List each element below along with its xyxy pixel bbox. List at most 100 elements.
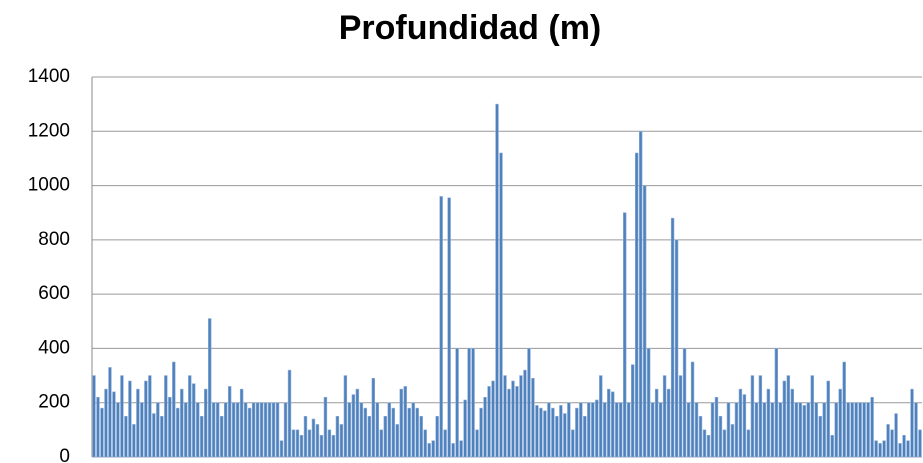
bar [239, 388, 244, 458]
bar [275, 402, 280, 458]
bar [551, 407, 555, 458]
bar [180, 388, 184, 458]
bar [219, 415, 224, 458]
bar [706, 434, 711, 458]
bar [798, 402, 802, 458]
bar [227, 386, 232, 458]
bar [359, 402, 364, 458]
bar [499, 152, 503, 458]
bar [631, 364, 635, 458]
bar [363, 407, 368, 458]
bar [343, 375, 348, 458]
bar [379, 429, 383, 458]
bar [599, 375, 603, 458]
bar [443, 429, 447, 458]
bar [654, 388, 659, 458]
bar [263, 402, 268, 458]
bar [914, 402, 918, 458]
bar [319, 434, 324, 458]
bar [850, 402, 854, 458]
bar [148, 375, 152, 458]
bar [627, 402, 631, 458]
bar [168, 396, 172, 458]
bar [726, 402, 731, 458]
bar [670, 217, 675, 458]
bar [910, 388, 914, 458]
bar [822, 402, 826, 458]
bar [766, 388, 771, 458]
bar [96, 396, 100, 458]
bar [806, 402, 810, 458]
bar [192, 383, 196, 458]
bar [419, 415, 423, 458]
bar [415, 407, 419, 458]
bar [120, 375, 124, 458]
bar [754, 402, 759, 458]
bar [283, 402, 288, 458]
bar [407, 407, 411, 458]
bar [746, 429, 751, 458]
bar [231, 402, 236, 458]
bar [690, 361, 695, 458]
bar [144, 380, 148, 458]
bar [116, 402, 120, 458]
bar [176, 407, 180, 458]
bar [718, 415, 723, 458]
chart-title: Profundidad (m) [339, 9, 602, 47]
bar [531, 377, 535, 458]
bar [758, 375, 763, 458]
bar [459, 440, 463, 458]
bar [862, 402, 866, 458]
bar [100, 407, 104, 458]
bar [156, 402, 160, 458]
bar [539, 407, 543, 458]
bar [451, 443, 455, 458]
bar [216, 402, 220, 458]
bar [255, 402, 260, 458]
bar [511, 380, 515, 458]
bar [902, 434, 906, 458]
bar [495, 103, 499, 458]
bar [323, 396, 328, 458]
bar [367, 415, 372, 458]
bar [682, 348, 687, 458]
bar [463, 399, 467, 458]
bar [790, 388, 795, 458]
bar [694, 402, 699, 458]
bar [291, 429, 296, 458]
bar [547, 402, 551, 458]
bar [375, 402, 380, 458]
bar [866, 402, 870, 458]
bar [267, 402, 272, 458]
bar [770, 402, 775, 458]
bar [299, 434, 304, 458]
bar [834, 402, 838, 458]
y-tick-label: 1000 [28, 175, 70, 196]
bar [403, 386, 407, 458]
bar [762, 402, 767, 458]
y-tick-label: 800 [38, 229, 70, 250]
bar [826, 380, 830, 458]
bar [104, 388, 108, 458]
bar [818, 415, 822, 458]
bar [455, 348, 459, 458]
bar [587, 402, 591, 458]
bar [894, 413, 898, 458]
bar [634, 152, 639, 458]
bar [339, 424, 344, 458]
bar [331, 434, 336, 458]
bar [515, 386, 519, 458]
bar [399, 388, 403, 458]
y-tick-label: 200 [38, 392, 70, 413]
bar [646, 348, 651, 458]
bar [140, 402, 144, 458]
y-tick-label: 1400 [28, 66, 70, 87]
bar [650, 402, 655, 458]
bar [543, 410, 547, 458]
bar [471, 348, 475, 458]
bar [479, 407, 483, 458]
bar [846, 402, 850, 458]
bar [307, 429, 312, 458]
